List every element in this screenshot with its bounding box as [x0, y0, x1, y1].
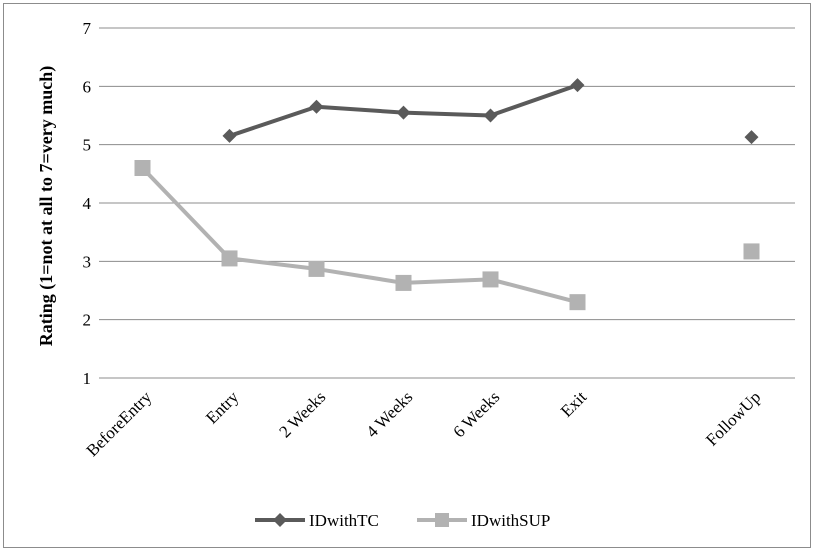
legend-item-IDwithTC: IDwithTC [255, 511, 379, 530]
data-point [569, 294, 586, 311]
y-tick-label: 6 [83, 77, 92, 96]
y-tick-label: 2 [83, 311, 92, 330]
series-layer [134, 78, 760, 311]
legend-label: IDwithSUP [471, 511, 550, 530]
y-tick-label: 3 [83, 252, 92, 271]
x-tick-labels: BeforeEntry Entry 2 Weeks 4 Weeks 6 Weeks Exi… [82, 387, 764, 460]
y-axis-title: Rating (1=not at all to 7=very much) [36, 66, 57, 347]
data-point [482, 271, 499, 288]
legend-marker [435, 513, 449, 527]
legend: IDwithTC IDwithSUP [255, 511, 550, 530]
x-tick-label: Exit [557, 387, 591, 421]
x-tick-label: 2 Weeks [275, 387, 329, 441]
series-IDwithSUP [134, 160, 760, 311]
y-tick-labels: 1 2 3 4 5 6 7 [83, 19, 92, 388]
data-point [483, 108, 498, 123]
data-point [396, 105, 411, 120]
y-tick-label: 5 [83, 136, 92, 155]
data-point [743, 243, 760, 260]
data-point [134, 160, 151, 176]
series-IDwithTC [222, 78, 759, 145]
gridlines [99, 27, 795, 321]
legend-item-IDwithSUP: IDwithSUP [417, 511, 550, 530]
x-tick-label: 6 Weeks [449, 387, 503, 441]
series-line [141, 166, 579, 305]
data-point [221, 250, 238, 267]
x-tick-label: FollowUp [702, 387, 764, 449]
x-tick-label: 4 Weeks [362, 387, 416, 441]
x-tick-label: Entry [202, 387, 242, 427]
x-tick-label: BeforeEntry [82, 387, 155, 460]
data-point [222, 128, 237, 143]
data-point [570, 78, 585, 93]
y-tick-label: 1 [83, 369, 92, 388]
y-tick-label: 4 [83, 194, 92, 213]
data-point [309, 99, 324, 114]
legend-label: IDwithTC [309, 511, 379, 530]
legend-marker [273, 513, 287, 527]
y-tick-label: 7 [83, 19, 92, 38]
data-point [744, 130, 759, 145]
data-point [308, 260, 325, 277]
data-point [395, 274, 412, 291]
